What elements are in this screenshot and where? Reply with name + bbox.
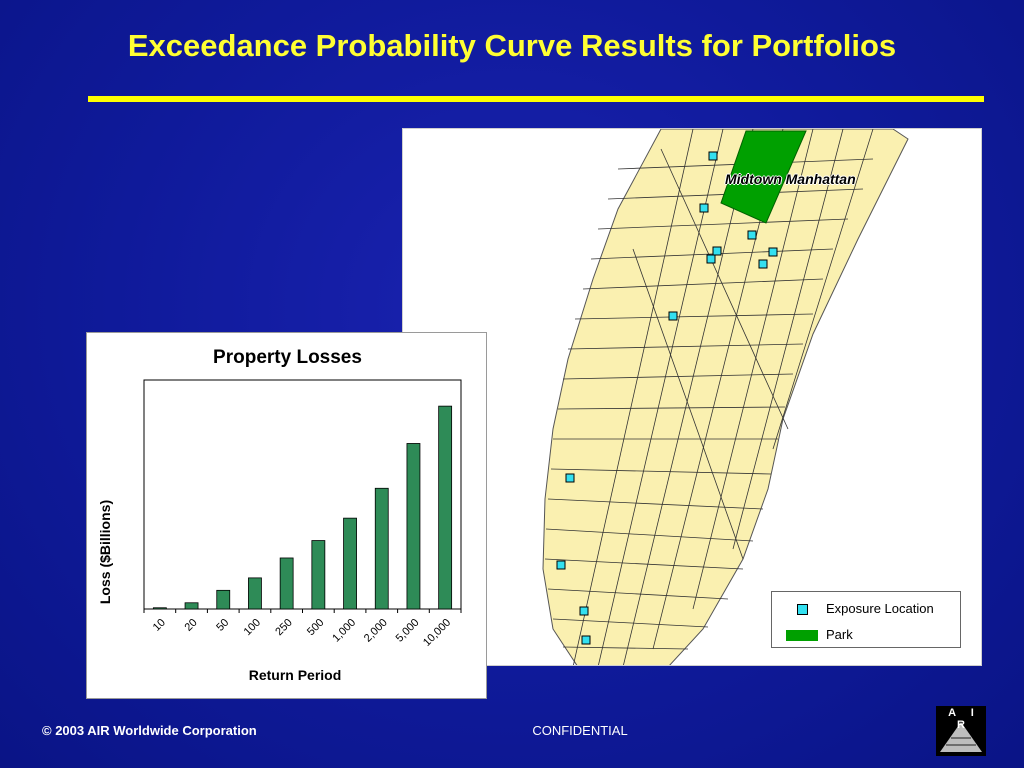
exposure-location-icon xyxy=(797,604,808,615)
legend-park-label: Park xyxy=(826,627,853,642)
slide-title: Exceedance Probability Curve Results for… xyxy=(127,28,897,63)
exposure-markers xyxy=(556,151,778,645)
map-area-label: Midtown Manhattan xyxy=(725,171,856,187)
x-tick-label: 50 xyxy=(214,617,231,634)
x-tick-label: 20 xyxy=(183,617,200,634)
exposure-marker xyxy=(708,151,718,161)
confidential-text: CONFIDENTIAL xyxy=(532,723,628,738)
exposure-marker xyxy=(579,606,589,616)
manhattan-landmass xyxy=(542,129,909,665)
map-panel: Midtown Manhattan Exposure Location Park xyxy=(402,128,982,666)
bar-10,000 xyxy=(438,405,453,610)
logo-pyramid-icon xyxy=(936,706,986,756)
exposure-marker xyxy=(712,246,722,256)
x-tick-label: 5,000 xyxy=(394,617,422,645)
manhattan-map xyxy=(542,129,909,665)
exposure-marker xyxy=(565,473,575,483)
street-grid xyxy=(544,129,874,665)
x-tick-label: 2,000 xyxy=(362,617,390,645)
legend-row-park: Park xyxy=(772,627,962,645)
x-tick-label: 10 xyxy=(151,617,168,634)
bar-2,000 xyxy=(374,487,389,610)
map-legend: Exposure Location Park xyxy=(771,591,961,648)
x-tick-label: 250 xyxy=(273,617,294,638)
bar-50 xyxy=(216,589,231,610)
x-tick-label: 1,000 xyxy=(330,617,358,645)
chart-panel: Property Losses 10 20 50 100 250 500 1,000 2,00… xyxy=(86,332,487,699)
copyright-text: © 2003 AIR Worldwide Corporation xyxy=(42,723,257,738)
exposure-marker xyxy=(556,560,566,570)
logo-text: A I R xyxy=(948,707,980,731)
x-tick-label: 500 xyxy=(305,617,326,638)
bar-20 xyxy=(184,602,199,610)
x-axis-label: Return Period xyxy=(248,667,342,683)
bar-500 xyxy=(311,540,326,610)
x-tick-label: 10,000 xyxy=(421,617,453,649)
y-axis-label: Loss ($Billions) xyxy=(97,499,113,605)
bar-250 xyxy=(279,557,294,610)
exposure-marker xyxy=(699,203,709,213)
exposure-marker xyxy=(768,247,778,257)
title-underline xyxy=(88,96,984,102)
bar-100 xyxy=(248,577,262,610)
exposure-marker xyxy=(706,254,716,264)
legend-row-exposure: Exposure Location xyxy=(772,601,962,619)
chart-title: Property Losses xyxy=(213,347,362,368)
bar-5,000 xyxy=(406,443,421,610)
bar-1,000 xyxy=(343,517,357,610)
park-area xyxy=(720,130,807,224)
air-logo: A I R xyxy=(936,706,986,756)
exposure-marker xyxy=(758,259,768,269)
bar-chart: 10 20 50 100 250 500 1,000 2,000 5,000 10,000 xyxy=(143,379,462,649)
exposure-marker xyxy=(668,311,678,321)
bar-10 xyxy=(152,607,167,610)
exposure-marker xyxy=(747,230,757,240)
legend-exposure-label: Exposure Location xyxy=(826,601,934,616)
park-swatch-icon xyxy=(786,630,818,641)
exposure-marker xyxy=(581,635,591,645)
x-tick-label: 100 xyxy=(242,617,263,638)
